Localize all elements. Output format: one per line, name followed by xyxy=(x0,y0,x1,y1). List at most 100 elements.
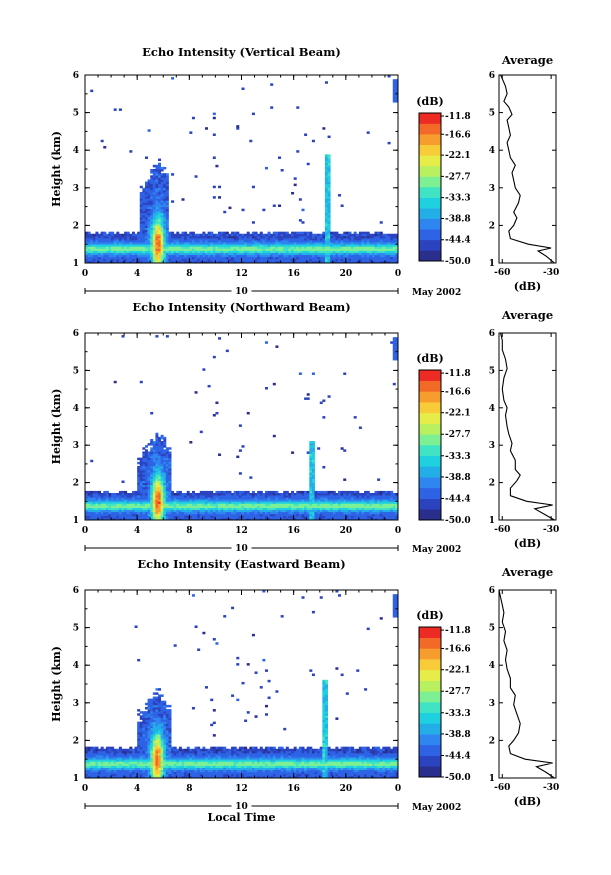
heatmap-cell xyxy=(124,256,128,260)
heatmap-cell xyxy=(116,233,120,237)
heatmap-cell xyxy=(92,750,96,754)
heatmap-cell xyxy=(228,495,232,498)
heatmap-cell xyxy=(160,191,164,195)
heatmap-cell xyxy=(231,237,235,241)
heatmap-cell xyxy=(218,240,222,243)
heatmap-cell xyxy=(137,260,141,264)
heatmap-cell xyxy=(301,517,305,521)
heatmap-cell xyxy=(309,235,313,239)
heatmap-cell xyxy=(225,235,229,239)
heatmap-cell xyxy=(301,250,305,253)
heatmap-cell xyxy=(118,746,122,750)
heatmap-cell xyxy=(155,451,159,454)
heatmap-cell xyxy=(246,231,250,235)
heatmap-cell xyxy=(181,505,185,508)
heatmap-cell xyxy=(207,252,211,256)
heatmap-cell xyxy=(142,202,146,205)
heatmap-cell xyxy=(155,171,159,174)
heatmap-cell xyxy=(181,254,185,258)
heatmap-cell xyxy=(379,515,383,519)
heatmap-cell xyxy=(160,459,164,463)
heatmap-cell xyxy=(155,432,159,436)
heatmap-cell xyxy=(126,775,130,779)
heatmap-cell xyxy=(218,511,222,515)
heatmap-cell xyxy=(139,759,143,762)
heatmap-cell xyxy=(178,513,182,517)
heatmap-cell xyxy=(233,515,237,519)
heatmap-cell xyxy=(158,248,162,251)
heatmap-cell xyxy=(270,83,274,86)
heatmap-cell xyxy=(382,490,386,494)
heatmap-cell xyxy=(228,503,232,506)
heatmap-cell xyxy=(204,495,208,498)
heatmap-cell xyxy=(152,455,156,459)
heatmap-cell xyxy=(142,474,146,477)
heatmap-cell xyxy=(384,490,388,494)
heatmap-cell xyxy=(108,748,112,752)
heatmap-cell xyxy=(278,254,282,258)
heatmap-cell xyxy=(191,490,195,494)
heatmap-cell xyxy=(358,426,362,429)
heatmap-cell xyxy=(111,492,115,496)
heatmap-cell xyxy=(335,248,339,251)
heatmap-cell xyxy=(191,495,195,498)
heatmap-cell xyxy=(165,509,169,513)
heatmap-cell xyxy=(335,246,339,249)
heatmap-cell xyxy=(254,237,258,241)
heatmap-cell xyxy=(126,507,130,511)
heatmap-cell xyxy=(324,505,328,508)
heatmap-cell xyxy=(160,488,164,492)
heatmap-cell xyxy=(220,490,224,494)
heatmap-cell xyxy=(108,746,112,750)
colorbar-swatch xyxy=(419,134,441,146)
colorbar-swatch xyxy=(419,155,441,167)
heatmap-cell xyxy=(392,497,396,500)
heatmap-cell xyxy=(186,256,190,260)
heatmap-cell xyxy=(324,227,328,230)
heatmap-cell xyxy=(90,499,94,502)
heatmap-cell xyxy=(236,252,240,256)
heatmap-cell xyxy=(311,248,315,251)
heatmap-cell xyxy=(92,517,96,521)
heatmap-cell xyxy=(158,206,162,210)
heatmap-cell xyxy=(160,223,164,226)
heatmap-cell xyxy=(160,177,164,180)
heatmap-cell xyxy=(366,497,370,500)
heatmap-cell xyxy=(181,497,185,500)
heatmap-cell xyxy=(121,757,125,760)
heatmap-cell xyxy=(236,509,240,513)
heatmap-cell xyxy=(85,235,89,239)
heatmap-cell xyxy=(366,258,370,262)
heatmap-cell xyxy=(264,511,268,515)
heatmap-cell xyxy=(395,248,399,251)
heatmap-cell xyxy=(392,97,396,101)
heatmap-cell xyxy=(249,511,253,515)
heatmap-cell xyxy=(90,256,94,260)
heatmap-cell xyxy=(184,233,188,237)
heatmap-cell xyxy=(98,761,102,764)
heatmap-cell xyxy=(332,495,336,498)
heatmap-cell xyxy=(298,233,302,237)
heatmap-cell xyxy=(160,447,164,450)
heatmap-cell xyxy=(236,507,240,511)
heatmap-cell xyxy=(137,492,141,496)
heatmap-cell xyxy=(171,252,175,256)
heatmap-cell xyxy=(332,497,336,500)
heatmap-cell xyxy=(382,254,386,258)
heatmap-cell xyxy=(278,244,282,247)
heatmap-cell xyxy=(348,511,352,515)
heatmap-cell xyxy=(374,254,378,258)
heatmap-cell xyxy=(241,244,245,247)
heatmap-cell xyxy=(95,755,99,758)
heatmap-cell xyxy=(163,181,167,185)
heatmap-cell xyxy=(147,461,151,465)
heatmap-cell xyxy=(160,515,164,519)
heatmap-cell xyxy=(238,424,242,427)
heatmap-cell xyxy=(202,497,206,500)
heatmap-cell xyxy=(343,499,347,502)
heatmap-cell xyxy=(225,258,229,262)
heatmap-cell xyxy=(189,260,193,264)
heatmap-cell xyxy=(137,732,141,735)
heatmap-cell xyxy=(379,250,383,253)
heatmap-cell xyxy=(246,505,250,508)
